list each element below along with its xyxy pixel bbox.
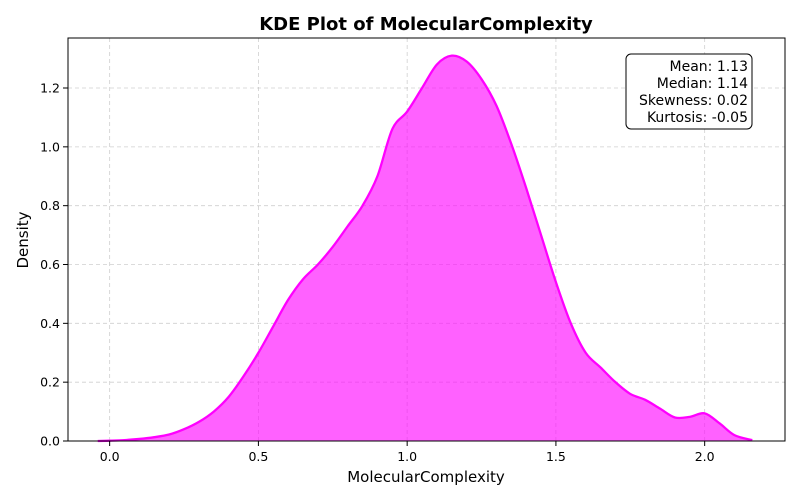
x-tick-label: 1.5 xyxy=(546,449,566,464)
y-tick-label: 1.0 xyxy=(40,139,60,154)
density-curve xyxy=(97,54,753,443)
y-tick-label: 0.4 xyxy=(40,316,60,331)
y-tick-label: 0.8 xyxy=(40,198,60,213)
stats-box-frame xyxy=(625,53,753,130)
x-axis-label: MolecularComplexity xyxy=(347,468,505,486)
y-axis-label: Density xyxy=(14,211,32,268)
x-tick-label: 2.0 xyxy=(695,449,715,464)
density-area xyxy=(97,55,753,442)
stats-mean: Mean: 1.13 xyxy=(670,59,748,75)
stats-median: Median: 1.14 xyxy=(657,76,748,92)
stats-box: Mean: 1.13 Median: 1.14 Skewness: 0.02 K… xyxy=(625,53,753,130)
stats-kurtosis: Kurtosis: -0.05 xyxy=(647,110,748,126)
x-tick-label: 0.5 xyxy=(248,449,268,464)
plot-area xyxy=(97,54,753,443)
y-tick-label: 0.0 xyxy=(40,434,60,449)
x-axis-ticks: 0.0 0.5 1.0 1.5 2.0 xyxy=(100,441,715,464)
axes-frame xyxy=(67,37,786,442)
x-tick-label: 1.0 xyxy=(397,449,417,464)
x-tick-label: 0.0 xyxy=(100,449,120,464)
y-tick-label: 0.2 xyxy=(40,375,60,390)
stats-skewness: Skewness: 0.02 xyxy=(639,93,748,109)
y-tick-label: 0.6 xyxy=(40,257,60,272)
chart-title: KDE Plot of MolecularComplexity xyxy=(259,14,593,35)
y-axis-ticks: 0.0 0.2 0.4 0.6 0.8 1.0 1.2 xyxy=(40,81,68,449)
y-tick-label: 1.2 xyxy=(40,81,60,96)
